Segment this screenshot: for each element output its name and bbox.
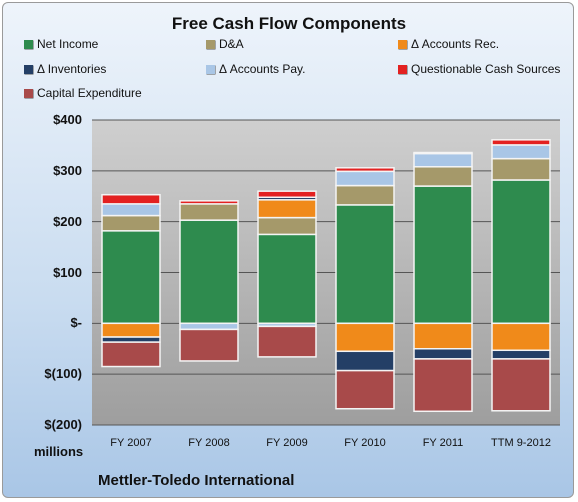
bar-segment: [335, 204, 395, 325]
x-tick-label: TTM 9-2012: [491, 437, 551, 449]
legend-item: Net Income: [24, 37, 98, 51]
units-label: millions: [34, 444, 84, 459]
x-tick-label: FY 2007: [110, 437, 152, 449]
bar-segment: [179, 322, 239, 331]
x-tick-label: FY 2008: [188, 437, 230, 449]
bar-segment: [413, 166, 473, 187]
bar-segment: [101, 214, 161, 232]
chart-title: Free Cash Flow Components: [171, 14, 407, 33]
legend-swatch: [24, 88, 33, 98]
legend-item: Capital Expenditure: [24, 86, 142, 100]
bar-segment: [335, 369, 395, 410]
bar-segment: [101, 336, 161, 343]
legend-label: Δ Inventories: [37, 62, 107, 76]
bar-segment: [101, 230, 161, 325]
bar-segment: [257, 216, 317, 236]
legend-item: Questionable Cash Sources: [398, 62, 560, 76]
legend-swatch: [206, 64, 215, 74]
bar-segment: [101, 322, 161, 338]
legend-swatch: [24, 64, 33, 74]
bar-segment: [491, 157, 551, 181]
bar-segment: [335, 184, 395, 206]
bar-segment: [413, 322, 473, 350]
bar-segment: [335, 322, 395, 353]
bar-segment: [413, 152, 473, 168]
company-name: Mettler-Toledo International: [98, 472, 295, 489]
x-tick-label: FY 2009: [266, 437, 308, 449]
bar-segment: [335, 167, 395, 173]
bar-segment: [491, 179, 551, 325]
legend-item: Δ Inventories: [24, 62, 106, 76]
y-tick-label: $(200): [44, 417, 82, 432]
bar-segment: [491, 144, 551, 160]
legend-label: Questionable Cash Sources: [411, 62, 561, 76]
legend-swatch: [398, 64, 407, 74]
legend-label: Δ Accounts Pay.: [219, 62, 306, 76]
legend-swatch: [398, 39, 407, 49]
legend-swatch: [24, 39, 33, 49]
bar-segment: [257, 325, 317, 358]
y-tick-label: $200: [53, 213, 82, 229]
y-tick-label: $300: [53, 162, 82, 178]
bar-segment: [413, 358, 473, 413]
legend-label: Net Income: [37, 37, 99, 51]
bar-segment: [101, 341, 161, 368]
bar-segment: [179, 328, 239, 362]
y-tick-label: $100: [53, 264, 82, 280]
x-tick-label: FY 2011: [422, 437, 464, 449]
legend-label: D&A: [219, 37, 244, 51]
bar-segment: [257, 233, 317, 325]
bar-segment: [491, 322, 551, 352]
bar-segment: [413, 348, 473, 360]
bar-segment: [101, 203, 161, 217]
bar-segment: [179, 200, 239, 205]
legend-swatch: [206, 39, 215, 49]
bar-segment: [491, 349, 551, 360]
y-tick-label: $-: [70, 315, 82, 331]
bar-segment: [257, 190, 317, 199]
bar-segment: [257, 199, 317, 219]
bar-segment: [491, 139, 551, 146]
bar-segment: [413, 151, 473, 155]
bar-segment: [335, 170, 395, 187]
bar-segment: [101, 193, 161, 205]
bar-segment: [491, 358, 551, 412]
x-tick-label: FY 2010: [344, 437, 386, 449]
legend-item: Δ Accounts Rec.: [398, 37, 499, 51]
legend-item: D&A: [206, 37, 244, 51]
legend-label: Capital Expenditure: [37, 86, 142, 100]
y-tick-label: $400: [53, 112, 82, 127]
y-tick-label: $(100): [44, 366, 82, 382]
bar-segment: [179, 219, 239, 325]
bar-segment: [335, 350, 395, 372]
bar-segment: [413, 185, 473, 325]
legend-item: Δ Accounts Pay.: [206, 62, 306, 76]
bar-segment: [179, 203, 239, 221]
legend-label: Δ Accounts Rec.: [411, 37, 500, 51]
